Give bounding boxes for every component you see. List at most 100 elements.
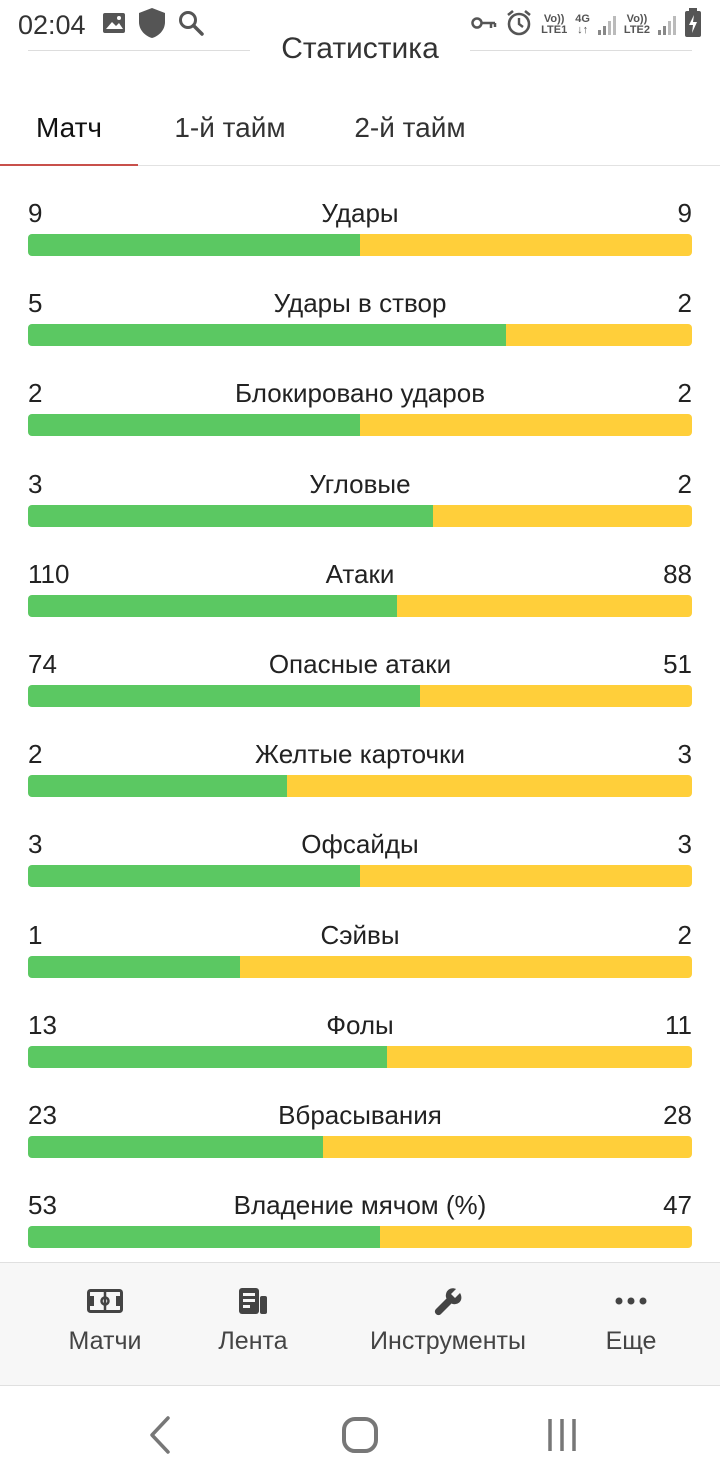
tab-first-half[interactable]: 1-й тайм xyxy=(150,90,310,166)
newsfeed-icon xyxy=(233,1283,273,1319)
stat-bar xyxy=(28,324,692,347)
stat-home-value: 74 xyxy=(28,648,57,679)
stat-away-value: 3 xyxy=(677,829,692,860)
shield-icon xyxy=(138,7,166,44)
stat-bar-home xyxy=(28,504,434,527)
stat-away-value: 28 xyxy=(663,1099,692,1130)
stat-home-value: 9 xyxy=(28,198,43,228)
stat-label: Вбрасывания xyxy=(278,1099,442,1130)
stat-row: 2 Блокировано ударов 2 xyxy=(28,370,692,460)
stat-bar xyxy=(28,594,692,617)
stat-home-value: 110 xyxy=(28,558,70,589)
stat-label: Атаки xyxy=(325,558,395,589)
stat-label: Угловые xyxy=(309,468,411,499)
stat-home-value: 3 xyxy=(28,468,43,499)
stat-bar xyxy=(28,1045,692,1068)
more-dots-icon xyxy=(611,1283,651,1319)
bottom-navigation: Матчи Лента Инструменты Еще xyxy=(0,1262,720,1386)
stat-label: Офсайды xyxy=(301,829,419,860)
tab-label: 2-й тайм xyxy=(354,112,466,143)
nav-feed[interactable]: Лента xyxy=(193,1263,313,1385)
stat-bar-away xyxy=(360,234,692,256)
stat-away-value: 11 xyxy=(665,1009,692,1040)
stat-row: 9 Удары 9 xyxy=(28,190,692,280)
nav-label: Матчи xyxy=(68,1327,142,1355)
stat-bar xyxy=(28,1226,692,1249)
home-icon[interactable] xyxy=(340,1413,380,1457)
image-icon xyxy=(102,12,126,39)
stat-bar-home xyxy=(28,324,507,347)
nav-label: Инструменты xyxy=(370,1327,526,1355)
stat-bar-away xyxy=(433,504,692,527)
stat-bar-home xyxy=(28,684,420,707)
stat-home-value: 5 xyxy=(28,288,43,319)
stat-bar-home xyxy=(28,1135,324,1158)
stat-bar xyxy=(28,414,692,437)
stat-bar-away xyxy=(360,865,692,888)
stat-bar xyxy=(28,865,692,888)
stat-row: 110 Атаки 88 xyxy=(28,551,692,641)
stat-bar-home xyxy=(28,594,397,617)
stat-bar xyxy=(28,775,692,798)
tab-label: Матч xyxy=(35,112,102,143)
stat-label: Удары xyxy=(321,198,399,228)
wrench-icon xyxy=(428,1283,468,1319)
page-title-text: Статистика xyxy=(281,36,439,65)
nav-more[interactable]: Еще xyxy=(586,1263,676,1385)
nav-tools[interactable]: Инструменты xyxy=(350,1263,546,1385)
stat-bar-away xyxy=(506,324,692,347)
stat-away-value: 2 xyxy=(677,919,692,950)
stat-row: 13 Фолы 11 xyxy=(28,1002,692,1092)
stat-row: 2 Желтые карточки 3 xyxy=(28,731,692,821)
stat-row: 23 Вбрасывания 28 xyxy=(28,1092,692,1182)
back-icon[interactable] xyxy=(140,1413,180,1457)
stat-away-value: 9 xyxy=(677,198,692,228)
stat-row: 1 Сэйвы 2 xyxy=(28,912,692,1002)
stat-row: 3 Офсайды 3 xyxy=(28,821,692,911)
nav-label: Лента xyxy=(218,1327,288,1355)
stat-home-value: 23 xyxy=(28,1099,57,1130)
stat-bar-home xyxy=(28,1045,387,1068)
stat-bar-home xyxy=(28,865,360,888)
stat-label: Блокировано ударов xyxy=(234,378,486,409)
recents-icon[interactable] xyxy=(540,1413,584,1457)
stat-row: 3 Угловые 2 xyxy=(28,461,692,551)
alarm-icon xyxy=(505,9,533,42)
stat-bar-home xyxy=(28,1226,380,1249)
stat-home-value: 2 xyxy=(28,739,43,770)
stat-home-value: 53 xyxy=(28,1190,57,1221)
stat-bar xyxy=(28,955,692,978)
battery-charging-icon xyxy=(684,7,702,43)
signal-icon xyxy=(597,15,616,35)
stat-home-value: 13 xyxy=(28,1009,57,1040)
stat-away-value: 2 xyxy=(677,468,692,499)
stat-label: Владение мячом (%) xyxy=(233,1190,487,1221)
network-4g-icon: 4G ↓↑ xyxy=(575,13,590,36)
stat-bar xyxy=(28,684,692,707)
volte-lte2-icon: Vo)) LTE2 xyxy=(623,13,650,36)
stat-away-value: 51 xyxy=(663,648,692,679)
stat-label: Фолы xyxy=(326,1009,394,1040)
stat-away-value: 2 xyxy=(677,378,692,409)
stat-bar-home xyxy=(28,414,360,437)
vpn-key-icon xyxy=(471,16,497,35)
stat-home-value: 3 xyxy=(28,829,43,860)
tab-match[interactable]: Матч xyxy=(0,90,138,166)
stat-row: 53 Владение мячом (%) 47 xyxy=(28,1182,692,1272)
nav-matches[interactable]: Матчи xyxy=(40,1263,170,1385)
stats-list: 9 Удары 9 5 Удары в створ 2 2 Блокировано ударо… xyxy=(28,190,692,1272)
stat-bar xyxy=(28,234,692,256)
stat-row: 74 Опасные атаки 51 xyxy=(28,641,692,731)
page-title: Статистика xyxy=(0,36,720,66)
search-icon xyxy=(178,10,204,41)
tab-second-half[interactable]: 2-й тайм xyxy=(330,90,490,166)
stat-bar-away xyxy=(360,414,692,437)
stat-label: Опасные атаки xyxy=(268,648,452,679)
stat-bar-away xyxy=(419,684,692,707)
stat-bar-home xyxy=(28,234,360,256)
stat-away-value: 2 xyxy=(677,288,692,319)
status-bar: 02:04 Vo)) LTE1 4G ↓↑ Vo)) L xyxy=(0,0,720,50)
system-navigation-bar xyxy=(0,1387,720,1480)
stat-bar-away xyxy=(379,1226,692,1249)
soccer-field-icon xyxy=(85,1283,125,1319)
